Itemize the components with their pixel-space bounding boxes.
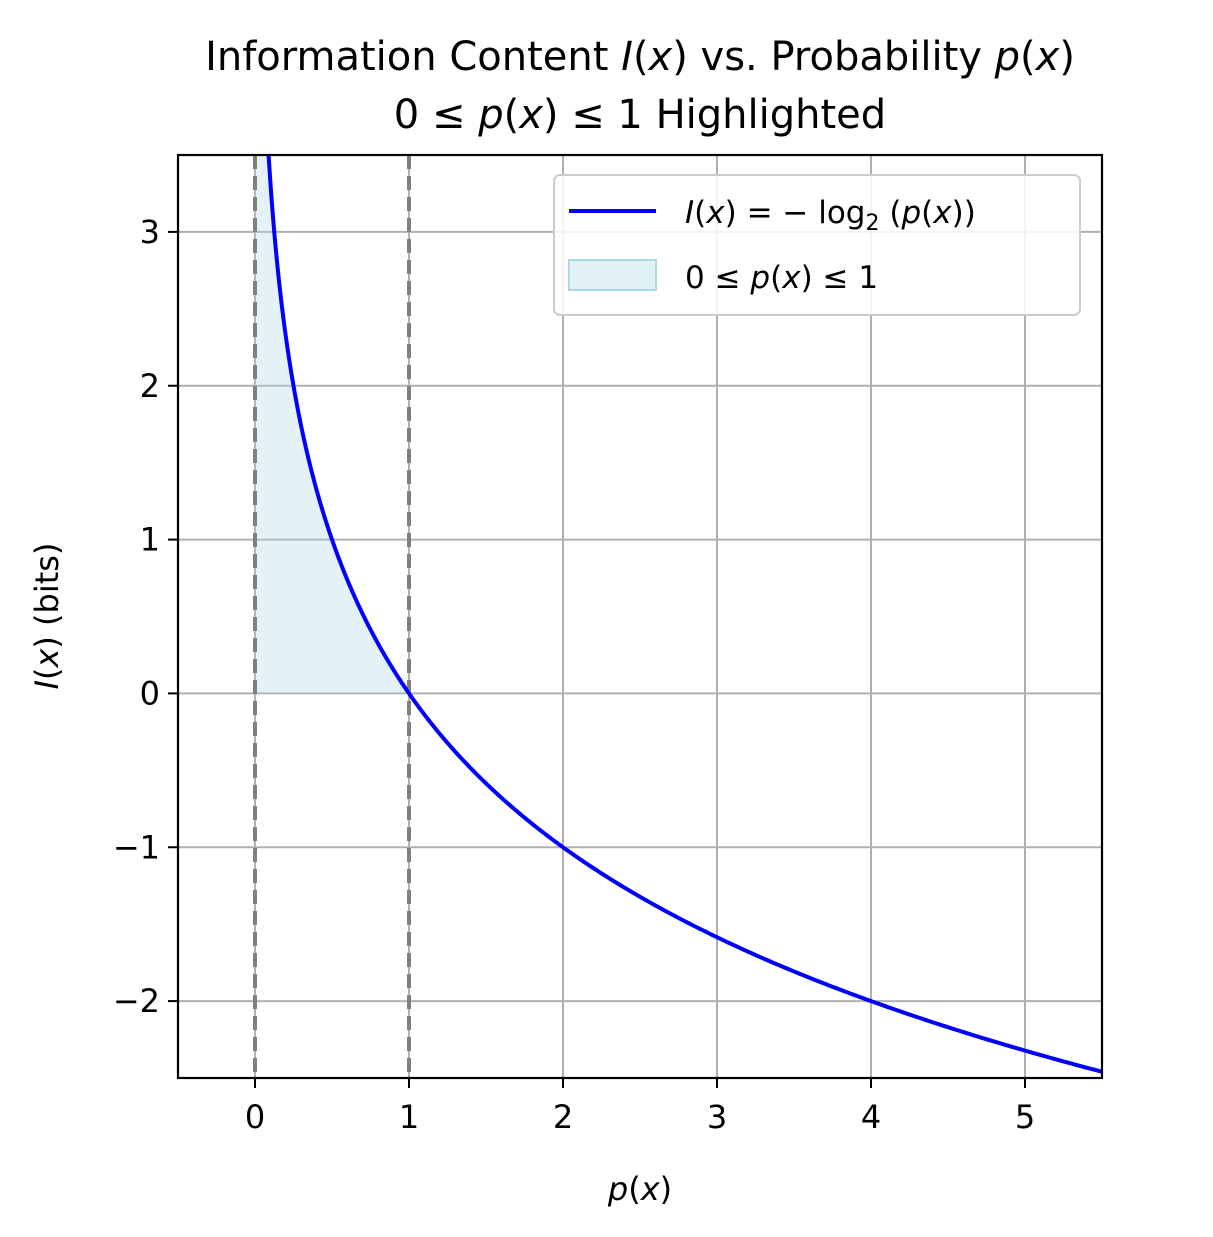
legend-box: [553, 174, 1081, 316]
legend-fill-swatch: [568, 259, 657, 291]
information-curve: [266, 155, 1102, 1074]
legend-label-curve: I(x) = − log2 (p(x)): [685, 195, 976, 236]
y-tick-label: 3: [140, 213, 160, 251]
y-tick-label: 2: [140, 367, 160, 405]
y-tick-label: 0: [140, 674, 160, 712]
shaded-region: [255, 155, 409, 694]
ticks: 0 1 2 3 4 5 −2 −1 0 1 2 3: [113, 213, 1035, 1136]
x-tick-label: 5: [1015, 1098, 1035, 1136]
x-tick-label: 0: [245, 1098, 265, 1136]
x-tick-label: 4: [861, 1098, 881, 1136]
vertical-lines: [253, 155, 411, 1078]
fill-region: [255, 155, 409, 694]
curve-group: [266, 155, 1102, 1074]
chart-title-line1: Information Content I(x) vs. Probability…: [205, 34, 1075, 80]
x-tick-label: 3: [707, 1098, 727, 1136]
y-tick-label: −1: [113, 828, 160, 866]
y-tick-label: −2: [113, 982, 160, 1020]
y-tick-label: 1: [140, 521, 160, 559]
x-tick-label: 1: [399, 1098, 419, 1136]
plot-frame: [176, 153, 1104, 1080]
chart-title-line2: 0 ≤ p(x) ≤ 1 Highlighted: [394, 92, 886, 138]
legend-label-region: 0 ≤ p(x) ≤ 1: [685, 260, 878, 296]
legend: I(x) = − log2 (p(x)) 0 ≤ p(x) ≤ 1: [553, 174, 1081, 316]
y-axis-label: I(x) (bits): [28, 543, 66, 690]
x-tick-label: 2: [553, 1098, 573, 1136]
x-axis-label: p(x): [607, 1170, 672, 1208]
